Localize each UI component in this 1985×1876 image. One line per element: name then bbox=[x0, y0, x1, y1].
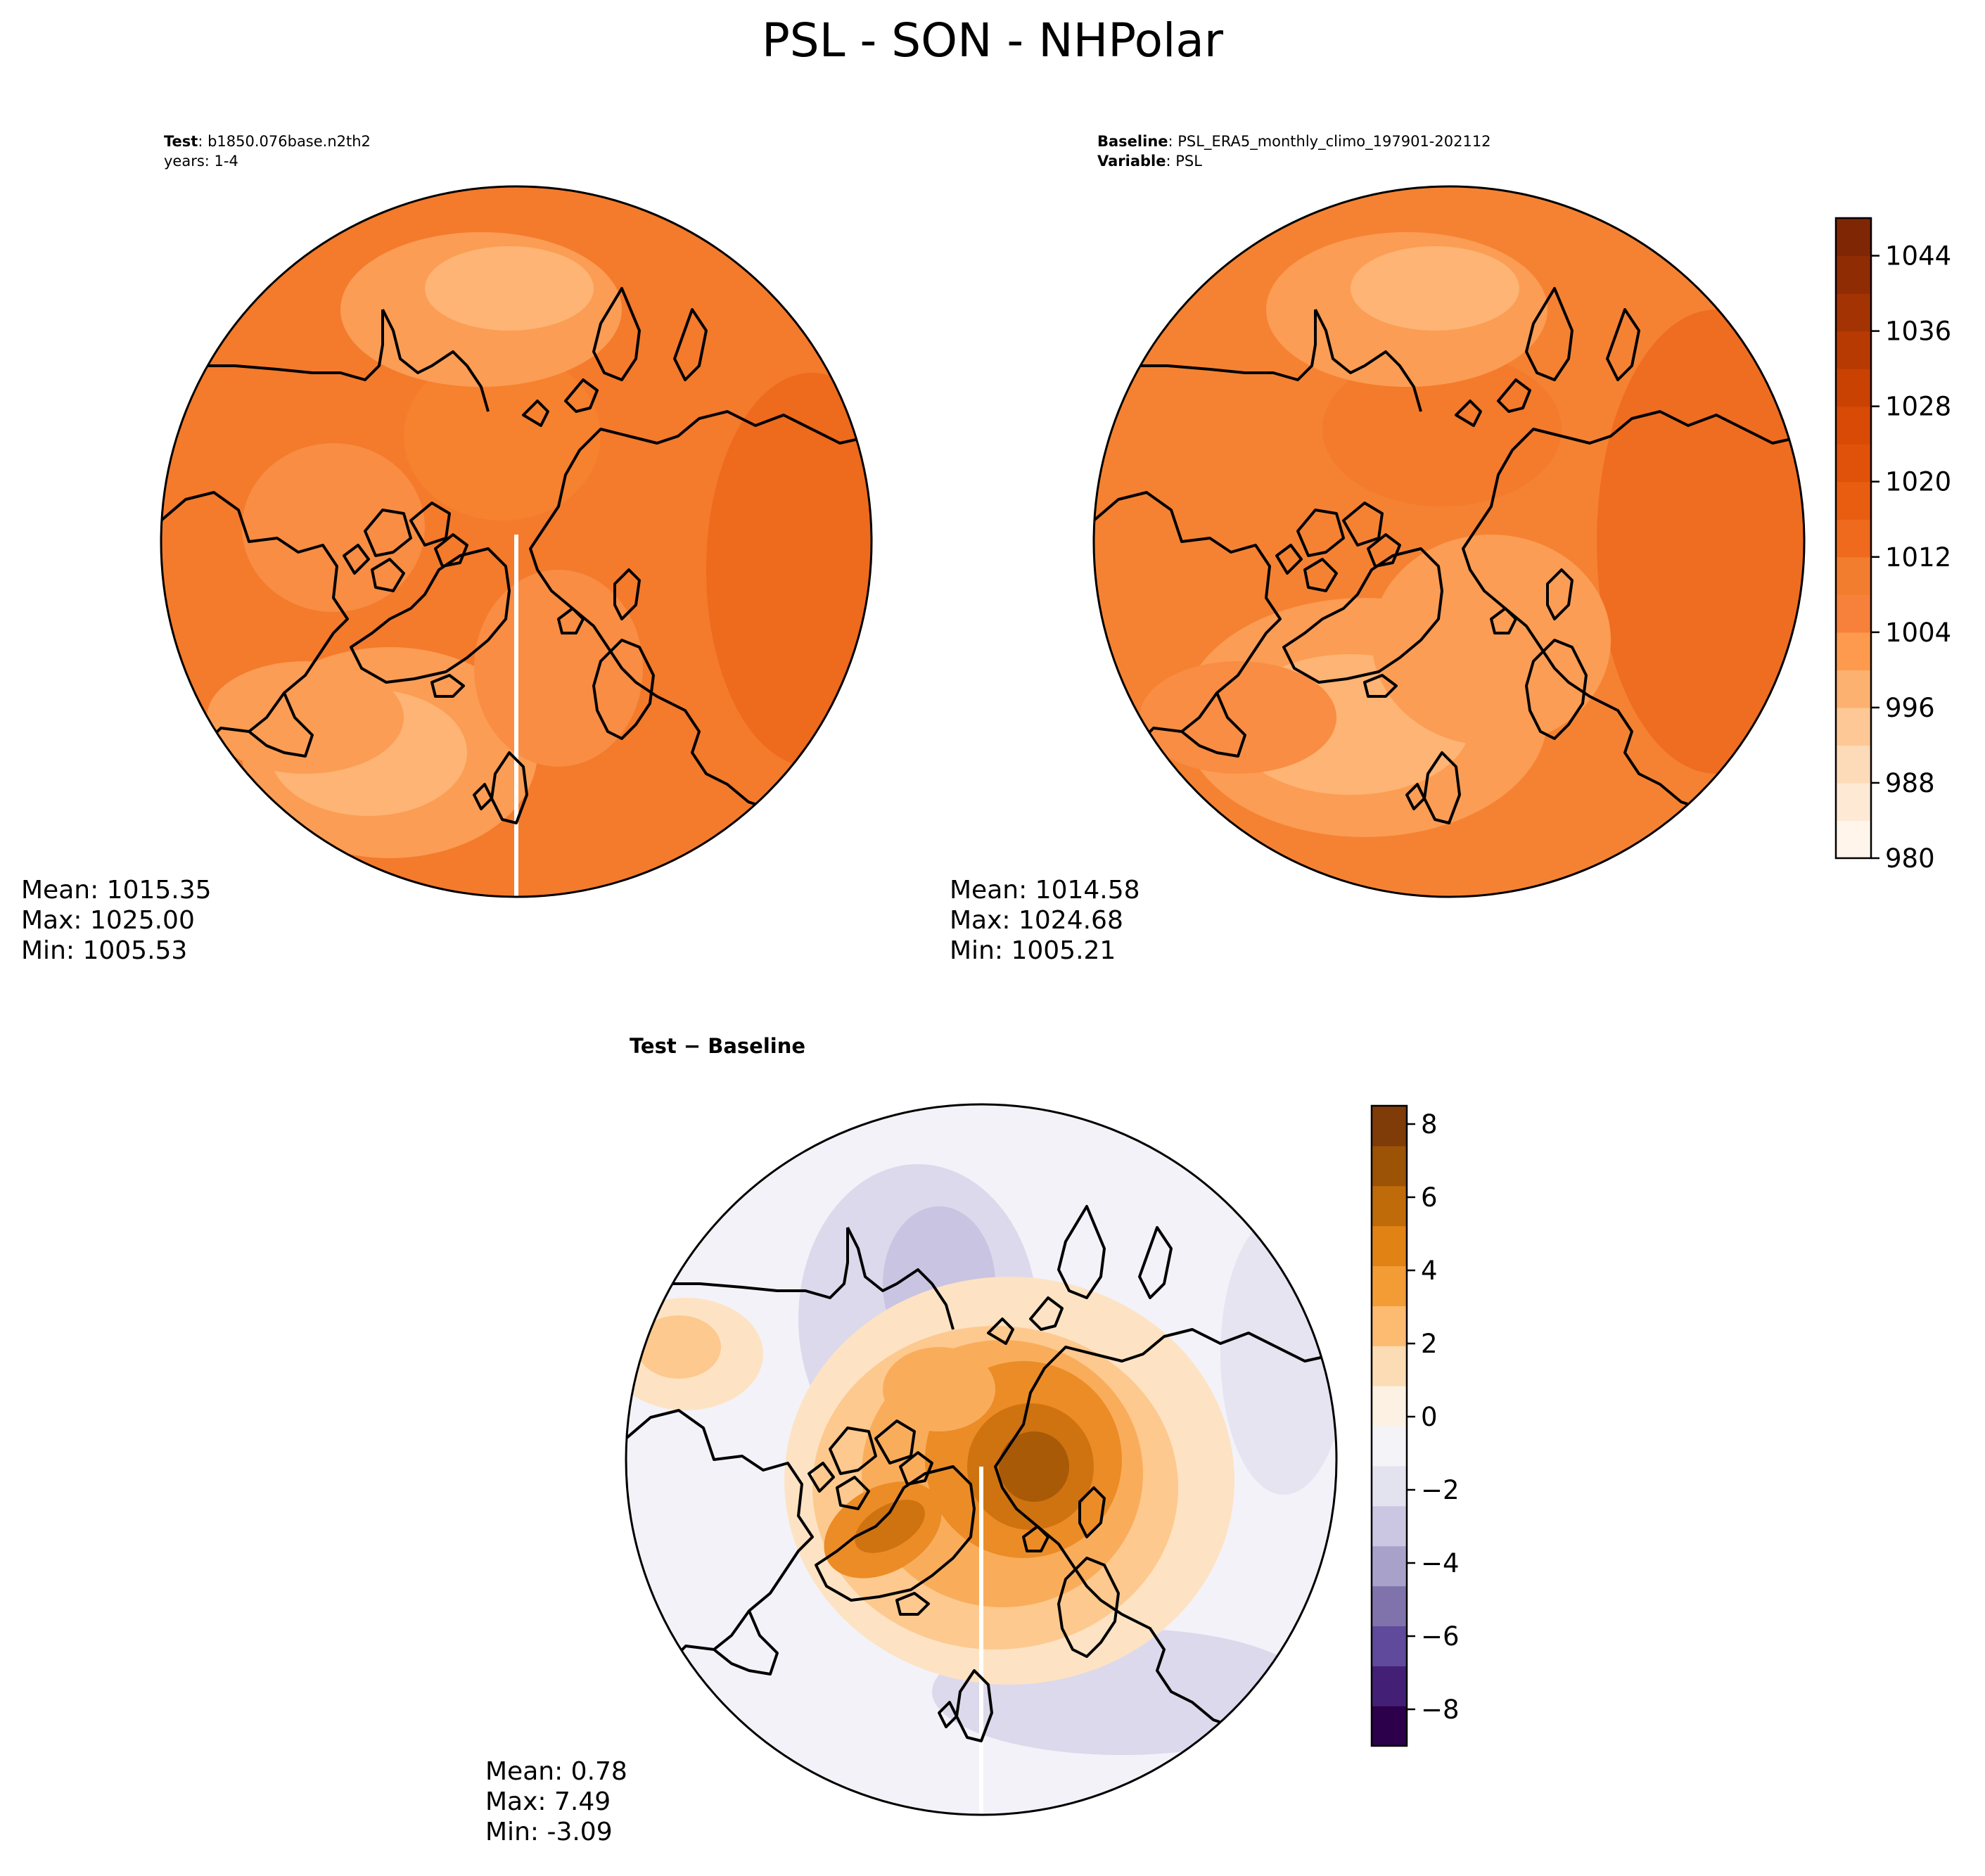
difference-colorbar-tick-label: 4 bbox=[1421, 1256, 1438, 1286]
psl-colorbar-color-segment bbox=[1836, 519, 1871, 558]
psl-colorbar-color-segment bbox=[1836, 632, 1871, 670]
baseline-stat-min: Min: 1005.21 bbox=[950, 936, 1116, 965]
baseline-variable-value: : PSL bbox=[1166, 153, 1202, 170]
psl-colorbar-color-segment bbox=[1836, 745, 1871, 784]
test-stat-mean: Mean: 1015.35 bbox=[21, 876, 212, 905]
difference-colorbar-tick-label: 6 bbox=[1421, 1182, 1438, 1213]
difference-colorbar-color-segment bbox=[1372, 1106, 1407, 1147]
psl-colorbar-tick-label: 1020 bbox=[1885, 467, 1951, 497]
difference-panel: Test − Baseline bbox=[485, 1034, 1338, 1846]
difference-colorbar-color-segment bbox=[1372, 1265, 1407, 1306]
psl-colorbar-color-segment bbox=[1836, 331, 1871, 369]
baseline-dataset-name: : PSL_ERA5_monthly_climo_197901-202112 bbox=[1168, 133, 1491, 151]
difference-colorbar-color-segment bbox=[1372, 1505, 1407, 1547]
difference-colorbar: −8 −6 −4 −2 0 2 4 6 8 bbox=[1370, 1104, 1460, 1747]
test-label: Test bbox=[164, 133, 198, 150]
psl-colorbar-tick-label: 1036 bbox=[1885, 317, 1951, 347]
difference-map-border bbox=[625, 1103, 1338, 1816]
test-stat-max: Max: 1025.00 bbox=[21, 906, 195, 935]
test-stat-min: Min: 1005.53 bbox=[21, 936, 187, 965]
psl-colorbar-tick-label: 1044 bbox=[1885, 241, 1951, 272]
difference-colorbar-tick-label: 8 bbox=[1421, 1109, 1438, 1140]
baseline-stat-mean: Mean: 1014.58 bbox=[950, 876, 1140, 905]
difference-map bbox=[625, 1103, 1338, 1816]
psl-colorbar-tick-label: 996 bbox=[1885, 693, 1935, 723]
psl-colorbar-color-segment bbox=[1836, 820, 1871, 859]
difference-colorbar-border bbox=[1370, 1104, 1408, 1747]
psl-colorbar-tick-label: 1012 bbox=[1885, 542, 1951, 573]
difference-colorbar-tick-label: 2 bbox=[1421, 1329, 1438, 1359]
psl-colorbar-color-segment bbox=[1836, 594, 1871, 633]
psl-colorbar-color-segment bbox=[1836, 218, 1871, 257]
psl-colorbar-color-segment bbox=[1836, 444, 1871, 483]
test-map bbox=[160, 185, 873, 898]
difference-stat-min: Min: -3.09 bbox=[485, 1818, 613, 1846]
difference-colorbar-color-segment bbox=[1372, 1626, 1407, 1666]
difference-colorbar-color-segment bbox=[1372, 1145, 1407, 1187]
difference-stat-max: Max: 7.49 bbox=[485, 1787, 611, 1816]
psl-colorbar-color-segment bbox=[1836, 481, 1871, 520]
psl-colorbar-tick-label: 1028 bbox=[1885, 392, 1951, 422]
difference-colorbar-color-segment bbox=[1372, 1306, 1407, 1346]
difference-colorbar-color-segment bbox=[1372, 1386, 1407, 1427]
psl-colorbar-color-segment bbox=[1836, 369, 1871, 407]
difference-colorbar-color-segment bbox=[1372, 1545, 1407, 1587]
baseline-variable-label: Variable bbox=[1097, 153, 1166, 170]
difference-colorbar-color-segment bbox=[1372, 1185, 1407, 1227]
difference-colorbar-color-segment bbox=[1372, 1666, 1407, 1706]
psl-colorbar-color-segment bbox=[1836, 293, 1871, 332]
psl-colorbar-color-segment bbox=[1836, 255, 1871, 294]
baseline-label: Baseline bbox=[1097, 133, 1168, 150]
difference-colorbar-color-segment bbox=[1372, 1346, 1407, 1386]
baseline-panel: Baseline: PSL_ERA5_monthly_climo_197901-… bbox=[950, 133, 1806, 965]
psl-colorbar-tick-label: 980 bbox=[1885, 843, 1935, 874]
baseline-map-border bbox=[1092, 185, 1806, 898]
psl-colorbar-tick-label: 988 bbox=[1885, 768, 1935, 798]
difference-colorbar-tick-label: −4 bbox=[1421, 1548, 1460, 1578]
test-panel: Test: b1850.076base.n2th2 years: 1-4 bbox=[21, 133, 873, 965]
difference-colorbar-color-segment bbox=[1372, 1465, 1407, 1507]
psl-colorbar-border bbox=[1834, 217, 1872, 860]
difference-colorbar-tick-label: −6 bbox=[1421, 1621, 1460, 1652]
difference-colorbar-tick-label: 0 bbox=[1421, 1402, 1438, 1432]
difference-colorbar-color-segment bbox=[1372, 1426, 1407, 1467]
psl-colorbar-color-segment bbox=[1836, 670, 1871, 708]
test-map-border bbox=[160, 185, 873, 898]
test-case-name: : b1850.076base.n2th2 bbox=[198, 133, 371, 150]
psl-colorbar-color-segment bbox=[1836, 707, 1871, 746]
difference-stat-mean: Mean: 0.78 bbox=[485, 1757, 627, 1786]
difference-colorbar-color-segment bbox=[1372, 1706, 1407, 1747]
psl-colorbar: 980 988 996 1004 1012 1020 1028 1036 1044 bbox=[1834, 217, 1951, 874]
psl-colorbar-color-segment bbox=[1836, 406, 1871, 445]
psl-colorbar-color-segment bbox=[1836, 782, 1871, 822]
baseline-variable: Variable: PSL bbox=[1097, 153, 1202, 170]
baseline-map bbox=[1092, 185, 1806, 898]
difference-title: Test − Baseline bbox=[630, 1034, 805, 1058]
baseline-stat-max: Max: 1024.68 bbox=[950, 906, 1123, 935]
test-header: Test: b1850.076base.n2th2 bbox=[164, 133, 371, 150]
test-years: years: 1-4 bbox=[164, 153, 238, 170]
difference-colorbar-tick-label: −2 bbox=[1421, 1475, 1460, 1505]
psl-colorbar-color-segment bbox=[1836, 556, 1871, 595]
difference-colorbar-color-segment bbox=[1372, 1585, 1407, 1626]
psl-colorbar-tick-label: 1004 bbox=[1885, 618, 1951, 648]
difference-colorbar-tick-label: −8 bbox=[1421, 1695, 1460, 1725]
figure-title: PSL - SON - NHPolar bbox=[762, 13, 1224, 68]
baseline-header: Baseline: PSL_ERA5_monthly_climo_197901-… bbox=[1097, 133, 1491, 151]
difference-colorbar-color-segment bbox=[1372, 1225, 1407, 1267]
